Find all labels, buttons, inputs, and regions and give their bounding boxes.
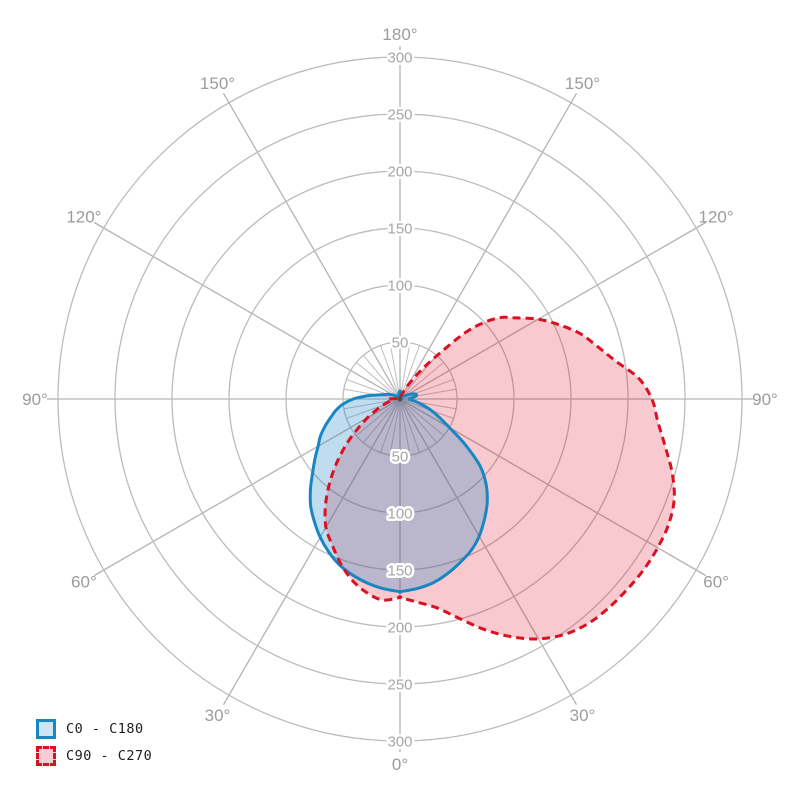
series-c0-c180-area bbox=[310, 390, 488, 593]
grid-ring bbox=[57, 56, 743, 742]
angle-label: 30° bbox=[570, 706, 596, 725]
minor-spoke bbox=[362, 355, 401, 400]
legend: C0 - C180 C90 - C270 bbox=[36, 719, 152, 766]
angle-label: 120° bbox=[699, 208, 734, 227]
legend-swatch-c0-c180-icon bbox=[36, 719, 56, 739]
series-c90-c270-curve bbox=[323, 315, 676, 641]
angle-label: 120° bbox=[66, 208, 101, 227]
radial-axis-labels: 50 50 100 100 150 150 200 200 250 250 300 300 bbox=[385, 47, 415, 753]
angle-label: 60° bbox=[71, 573, 97, 592]
minor-spoke bbox=[389, 398, 401, 456]
radial-tick-label: 300 bbox=[387, 734, 412, 751]
angle-tick bbox=[93, 569, 105, 577]
minor-spoke bbox=[399, 398, 420, 453]
series-c0-c180-curve bbox=[308, 389, 489, 594]
minor-spoke bbox=[389, 342, 401, 400]
center-dot bbox=[397, 396, 403, 402]
legend-label-c90-c270: C90 - C270 bbox=[66, 748, 153, 764]
radial-tick-label: 250 bbox=[387, 677, 412, 694]
legend-swatch-c90-c270-icon bbox=[36, 746, 56, 766]
angle-label: 150° bbox=[565, 74, 600, 93]
grid-ring bbox=[114, 113, 686, 685]
grid-ring bbox=[171, 170, 629, 628]
radial-tick-label: 200 bbox=[387, 620, 412, 637]
radial-tick-label: 150 bbox=[387, 563, 412, 580]
radial-tick-label: 50 bbox=[392, 335, 409, 352]
minor-spoke bbox=[380, 398, 401, 453]
angle-tick bbox=[570, 92, 578, 104]
minor-spoke bbox=[399, 398, 411, 456]
legend-label-c0-c180: C0 - C180 bbox=[66, 721, 144, 737]
minor-spoke bbox=[399, 342, 411, 400]
legend-item-c0-c180: C0 - C180 bbox=[36, 719, 152, 739]
radial-tick-label: 100 bbox=[387, 278, 412, 295]
angle-tick bbox=[222, 694, 230, 706]
radial-tick-label: 300 bbox=[387, 50, 412, 67]
angle-tick bbox=[93, 221, 105, 229]
angle-label: 150° bbox=[200, 74, 235, 93]
radial-tick-label: 150 bbox=[387, 221, 412, 238]
angle-label: 30° bbox=[205, 706, 231, 725]
angle-tick bbox=[222, 92, 230, 104]
minor-spoke bbox=[380, 345, 401, 400]
radial-tick-label: 50 bbox=[392, 449, 409, 466]
radial-tick-label: 250 bbox=[387, 107, 412, 124]
minor-spoke bbox=[356, 398, 401, 437]
angle-labels: 0° 30° 30° 60° 60° 90° 90° 120° 120° 150° 150° 180° bbox=[22, 25, 778, 774]
minor-spoke bbox=[399, 398, 438, 443]
center-dot bbox=[397, 396, 403, 402]
grid-ring bbox=[228, 227, 572, 571]
minor-spoke bbox=[362, 398, 401, 443]
angle-label: 90° bbox=[22, 390, 48, 409]
minor-spoke bbox=[356, 361, 401, 400]
angle-label: 60° bbox=[703, 573, 729, 592]
legend-item-c90-c270: C90 - C270 bbox=[36, 746, 152, 766]
polar-grid-rings bbox=[57, 56, 743, 742]
grid-ring bbox=[285, 284, 515, 514]
minor-spoke bbox=[399, 361, 444, 400]
series-curves bbox=[308, 315, 676, 641]
angle-label: 180° bbox=[382, 25, 417, 44]
angle-label: 0° bbox=[392, 755, 408, 774]
minor-spoke bbox=[399, 398, 444, 437]
minor-spoke bbox=[343, 398, 401, 410]
minor-spoke bbox=[346, 398, 401, 419]
angle-tick bbox=[695, 569, 707, 577]
radial-tick-label: 200 bbox=[387, 164, 412, 181]
angle-tick bbox=[695, 221, 707, 229]
radial-tick-label: 100 bbox=[387, 506, 412, 523]
angle-tick bbox=[570, 694, 578, 706]
angle-label: 90° bbox=[752, 390, 778, 409]
grid-ring bbox=[342, 341, 458, 457]
